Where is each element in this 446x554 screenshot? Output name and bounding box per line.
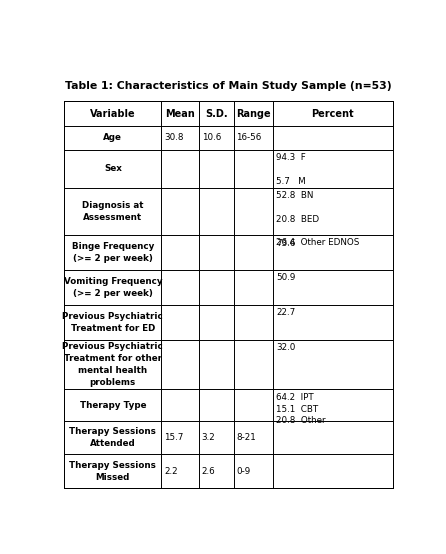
Text: Diagnosis at
Assessment: Diagnosis at Assessment [82,201,144,222]
Text: Previous Psychiatric
Treatment for ED: Previous Psychiatric Treatment for ED [62,312,163,333]
Text: 3.2: 3.2 [202,433,215,442]
Text: 10.6: 10.6 [202,133,221,142]
Text: 50.9: 50.9 [277,274,296,283]
Text: Therapy Sessions
Missed: Therapy Sessions Missed [70,461,156,481]
Text: 15.7: 15.7 [164,433,183,442]
Text: 2.2: 2.2 [164,466,178,476]
Text: Age: Age [103,133,122,142]
Text: 64.2  IPT
15.1  CBT
20.8  Other: 64.2 IPT 15.1 CBT 20.8 Other [277,393,326,425]
Text: 8-21: 8-21 [236,433,256,442]
Text: 16-56: 16-56 [236,133,261,142]
Text: Range: Range [236,109,271,119]
Text: Variable: Variable [90,109,136,119]
Text: Binge Frequency
(>= 2 per week): Binge Frequency (>= 2 per week) [72,242,154,263]
Text: Previous Psychiatric
Treatment for other
mental health
problems: Previous Psychiatric Treatment for other… [62,342,163,387]
Text: 2.6: 2.6 [202,466,215,476]
Text: Therapy Type: Therapy Type [79,401,146,410]
Text: 94.3  F

5.7   M: 94.3 F 5.7 M [277,153,306,186]
Text: Vomiting Frequency
(>= 2 per week): Vomiting Frequency (>= 2 per week) [63,277,162,298]
Text: 52.8  BN

20.8  BED

26.4  Other EDNOS: 52.8 BN 20.8 BED 26.4 Other EDNOS [277,191,360,248]
Text: Table 1: Characteristics of Main Study Sample (n=53): Table 1: Characteristics of Main Study S… [65,81,392,91]
Text: 22.7: 22.7 [277,309,296,317]
Text: 30.8: 30.8 [164,133,183,142]
Text: Therapy Sessions
Attended: Therapy Sessions Attended [70,427,156,448]
Text: Sex: Sex [104,165,122,173]
Text: Mean: Mean [165,109,195,119]
Text: S.D.: S.D. [205,109,227,119]
Text: 32.0: 32.0 [277,343,296,352]
Text: 0-9: 0-9 [236,466,251,476]
Text: Percent: Percent [311,109,354,119]
Text: 73.6: 73.6 [277,239,296,248]
